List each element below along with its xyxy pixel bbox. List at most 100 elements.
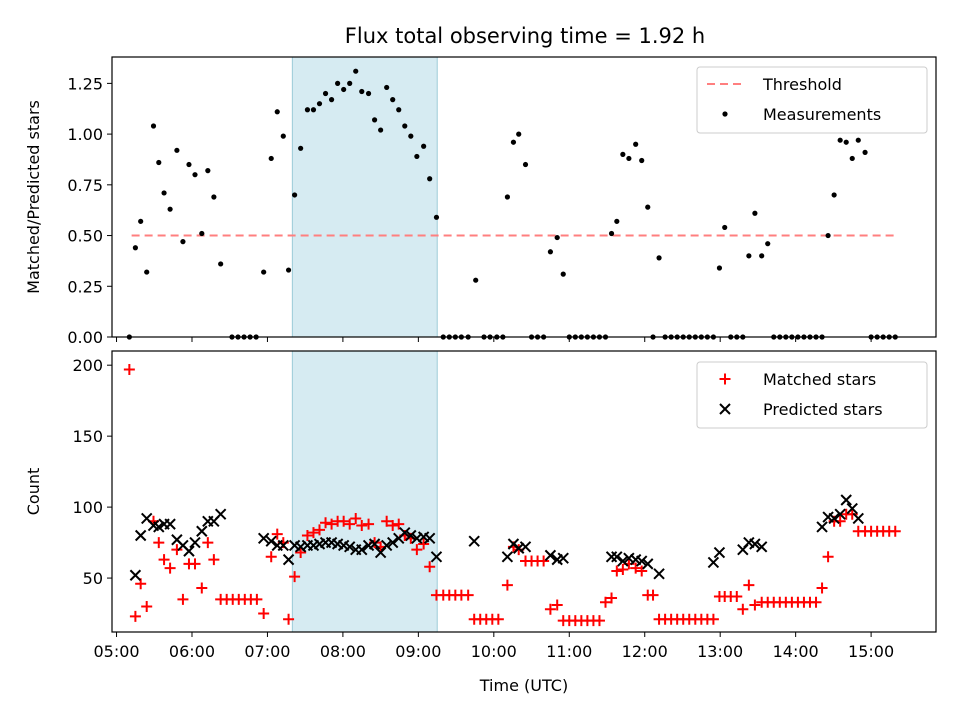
y-tick-label: 0.00: [67, 328, 103, 347]
measurement-point: [310, 107, 317, 113]
predicted-star-point: [356, 543, 368, 556]
measurement-point: [614, 218, 620, 224]
matched-star-point: [344, 518, 356, 530]
measurement-point: [510, 139, 517, 145]
matched-star-point: [810, 596, 822, 608]
measurement-point: [199, 230, 205, 237]
predicted-star-point: [852, 512, 864, 525]
measurement-point: [274, 109, 280, 115]
matched-star-point: [617, 564, 629, 576]
measurement-point: [150, 123, 157, 129]
measurement-point: [341, 86, 347, 93]
matched-star-point: [171, 544, 183, 556]
x-tick-label: 05:00: [93, 642, 139, 661]
matched-star-point: [189, 558, 201, 570]
matched-star-point: [295, 547, 307, 559]
predicted-star-point: [617, 555, 629, 567]
y-tick-label: 50: [83, 569, 103, 588]
y-tick-label: 150: [72, 427, 103, 446]
measurement-point: [849, 155, 855, 162]
measurement-point: [167, 206, 173, 212]
matched-star-point: [544, 603, 556, 615]
matched-star-point: [889, 525, 901, 537]
measurement-point: [427, 176, 433, 182]
matched-star-point: [123, 363, 135, 375]
matched-star-point: [283, 613, 295, 625]
series-predicted-stars: [129, 494, 864, 581]
predicted-star-point: [816, 521, 828, 533]
matched-star-point: [301, 529, 313, 541]
predicted-star-point: [282, 553, 295, 566]
y-tick-label: 0.25: [67, 277, 103, 296]
matched-star-point: [606, 592, 618, 604]
legend-label: Threshold: [762, 75, 842, 94]
measurement-point: [716, 265, 723, 271]
matched-star-point: [177, 593, 189, 605]
measurement-point: [378, 127, 384, 133]
predicted-star-point: [257, 532, 270, 545]
measurement-point: [347, 80, 353, 86]
measurement-point: [161, 190, 167, 196]
matched-star-point: [356, 520, 368, 532]
measurement-point: [547, 249, 554, 255]
matched-star-point: [196, 582, 208, 594]
matched-star-point: [326, 518, 338, 530]
measurement-point: [285, 267, 292, 273]
y-axis-label: Count: [24, 468, 43, 516]
predicted-star-point: [277, 539, 289, 552]
matched-star-point: [411, 544, 423, 556]
matched-star-point: [141, 600, 153, 612]
measurement-point: [322, 90, 329, 97]
matched-star-point: [164, 562, 176, 574]
measurement-point: [328, 97, 335, 103]
matched-star-point: [135, 578, 147, 590]
measurement-point: [211, 194, 217, 200]
measurement-point: [855, 137, 861, 143]
measurement-point: [645, 204, 651, 210]
legend: Matched stars Predicted stars: [696, 361, 928, 429]
predicted-star-point: [611, 551, 623, 563]
observing-window-span: [291, 56, 438, 338]
measurement-point: [335, 80, 341, 86]
matched-star-point: [271, 528, 283, 540]
measurement-point: [626, 155, 632, 162]
matched-star-point: [462, 589, 474, 601]
predicted-star-point: [468, 535, 480, 547]
series-measurements: [126, 68, 898, 340]
measurement-point: [656, 255, 662, 261]
measurement-point: [280, 133, 286, 139]
predicted-star-point: [755, 541, 768, 553]
measurement-point: [353, 68, 359, 74]
observing-window-span: [291, 350, 438, 633]
matched-star-point: [289, 571, 301, 583]
measurement-point: [722, 224, 728, 231]
matched-star-point: [202, 537, 214, 549]
legend-label: Matched stars: [763, 370, 876, 389]
matched-star-point: [551, 599, 563, 611]
matched-star-point: [387, 520, 399, 532]
legend-predicted-swatch: [719, 403, 731, 415]
measurement-point: [837, 137, 843, 143]
measurement-point: [504, 194, 510, 200]
predicted-star-point: [183, 545, 195, 557]
x-tick-label: 10:00: [471, 642, 517, 661]
matched-star-point: [258, 608, 270, 620]
measurement-point: [746, 253, 752, 259]
matched-star-point: [320, 517, 332, 529]
x-tick-label: 06:00: [169, 642, 215, 661]
predicted-star-point: [840, 494, 852, 506]
y-tick-label: 100: [72, 498, 103, 517]
matched-star-point: [501, 579, 513, 591]
measurement-point: [554, 234, 560, 241]
matched-star-point: [129, 610, 141, 622]
matched-star-point: [743, 579, 755, 591]
measurement-point: [843, 139, 849, 145]
measurement-point: [316, 101, 323, 107]
measurement-point: [138, 218, 144, 224]
predicted-star-point: [134, 529, 147, 542]
measurement-point: [620, 151, 626, 157]
x-tick-label: 14:00: [773, 642, 819, 661]
matched-star-point: [208, 554, 220, 566]
measurement-point: [144, 269, 150, 275]
